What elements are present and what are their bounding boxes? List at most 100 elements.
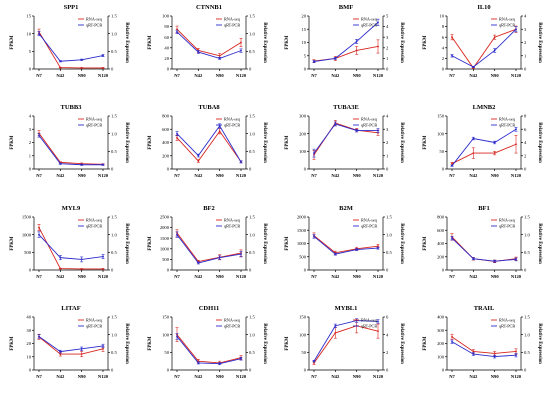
y-axis-label: FPKM <box>148 35 153 50</box>
data-point <box>38 32 40 35</box>
legend-label-rna-seq: RNA-seq <box>361 217 378 222</box>
data-point <box>239 252 242 255</box>
x-tick-label: N42 <box>56 73 65 78</box>
y-axis-label: FPKM <box>423 35 428 50</box>
y-tick-label: 1000 <box>159 246 169 251</box>
y-axis-label: FPKM <box>10 336 15 351</box>
series-line-rna-seq <box>38 336 104 355</box>
y2-tick-label: 1.0 <box>111 31 117 36</box>
x-tick-label: N7 <box>36 73 42 78</box>
data-point <box>450 54 453 57</box>
series-line-rna-seq <box>451 144 516 165</box>
y-axis-label: FPKM <box>10 35 15 50</box>
y-tick-label: 10 <box>26 31 31 36</box>
series-line-qrt-pcr <box>313 319 379 362</box>
data-point <box>80 67 83 69</box>
chart-panel-spp1: SPP1 0 5 10 15 0 0.5 1.0 1.5 N7 N42 N90 N120 FPKM Rela… <box>10 4 129 78</box>
y2-tick-label: 0 <box>524 267 527 272</box>
data-point <box>313 152 315 155</box>
chart-title: MYBL1 <box>335 305 358 312</box>
series-line-rna-seq <box>451 236 516 262</box>
data-point <box>471 66 474 68</box>
data-point <box>59 267 62 269</box>
y-tick-label: 100 <box>437 354 445 359</box>
data-point <box>38 226 40 228</box>
y2-axis-label: Relative Expression <box>537 223 542 264</box>
y2-tick-label: 0 <box>111 367 114 372</box>
data-point <box>59 163 62 165</box>
data-point <box>514 350 517 353</box>
data-point <box>175 233 178 236</box>
x-tick-label: N42 <box>56 173 65 178</box>
y2-axis-label: Relative Expression <box>262 122 267 163</box>
y-tick-label: 0 <box>441 267 444 272</box>
data-point <box>196 261 199 264</box>
data-point <box>313 60 315 63</box>
chart-panel-tuba3e: TUBA3E 0 100 200 300 0 1 2 3 4 N7 N42 N90 N120 FPKM Rel… <box>285 104 404 178</box>
y2-tick-label: 0 <box>386 267 389 272</box>
y2-tick-label: 1.0 <box>111 332 117 337</box>
y2-tick-label: 4 <box>524 140 527 145</box>
y2-tick-label: 0 <box>111 167 114 172</box>
x-tick-label: N42 <box>331 73 340 78</box>
chart-title: TUBA8 <box>198 104 220 111</box>
y2-tick-label: 0.5 <box>111 49 117 54</box>
chart-title: TUBA3E <box>333 104 359 111</box>
y-tick-label: 1500 <box>159 235 169 240</box>
y2-tick-label: 0 <box>249 267 252 272</box>
y2-tick-label: 1.5 <box>111 114 117 119</box>
y2-tick-label: 1 <box>386 56 389 61</box>
data-point <box>38 233 40 236</box>
legend-label-qrt-pcr: qRT-PCR <box>86 123 102 128</box>
y-tick-label: 500 <box>162 257 170 262</box>
y-tick-label: 100 <box>299 149 307 154</box>
y2-tick-label: 4 <box>386 332 389 337</box>
x-tick-label: N7 <box>449 73 455 78</box>
x-tick-label: N90 <box>78 274 87 279</box>
data-point <box>239 41 242 44</box>
y-tick-label: 0 <box>441 167 444 172</box>
x-tick-label: N42 <box>194 274 203 279</box>
x-tick-label: N90 <box>78 173 87 178</box>
data-point <box>377 244 379 247</box>
y-tick-label: 60 <box>164 35 169 40</box>
series-line-rna-seq <box>176 28 241 57</box>
y2-axis-label: Relative Expression <box>537 323 542 364</box>
data-point <box>514 143 517 146</box>
y2-tick-label: 0.5 <box>111 350 117 355</box>
series-line-qrt-pcr <box>451 237 516 262</box>
chart-panel-mybl1: MYBL1 0 50 100 150 0 2 4 6 N7 N42 N90 N120 FPKM Relati… <box>285 305 404 379</box>
legend-label-qrt-pcr: qRT-PCR <box>224 223 240 228</box>
x-tick-label: N7 <box>36 374 42 379</box>
y-tick-label: 0 <box>304 67 307 72</box>
series-line-qrt-pcr <box>38 233 104 260</box>
data-point <box>102 344 104 347</box>
x-tick-label: N120 <box>98 374 109 379</box>
x-tick-label: N120 <box>98 274 109 279</box>
legend-label-rna-seq: RNA-seq <box>499 217 516 222</box>
y-tick-label: 20 <box>301 14 306 19</box>
x-tick-label: N120 <box>510 173 521 178</box>
data-point <box>196 51 199 53</box>
y2-tick-label: 4 <box>386 114 389 119</box>
y-tick-label: 200 <box>162 154 170 159</box>
legend-label-qrt-pcr: qRT-PCR <box>86 23 102 28</box>
chart-title: TUBB3 <box>61 104 83 111</box>
data-point <box>80 352 83 355</box>
data-point <box>313 361 315 364</box>
series-line-qrt-pcr <box>176 31 241 59</box>
data-point <box>334 324 337 327</box>
x-tick-label: N7 <box>36 274 42 279</box>
x-tick-label: N120 <box>373 173 384 178</box>
data-point <box>218 57 221 60</box>
y2-tick-label: 8 <box>524 114 527 119</box>
chart-title: BF2 <box>203 205 215 212</box>
series-line-rna-seq <box>451 28 516 69</box>
data-point <box>450 165 453 167</box>
chart-panel-litaf: LITAF 0 10 20 30 40 0 0.5 1.0 1.5 N7 N42 N90 N120 FPKM… <box>10 305 129 379</box>
legend-label-rna-seq: RNA-seq <box>86 17 103 22</box>
y2-axis-label: Relative Expression <box>124 122 129 163</box>
x-tick-label: N90 <box>353 274 362 279</box>
legend-label-qrt-pcr: qRT-PCR <box>86 223 102 228</box>
x-tick-label: N90 <box>215 173 224 178</box>
